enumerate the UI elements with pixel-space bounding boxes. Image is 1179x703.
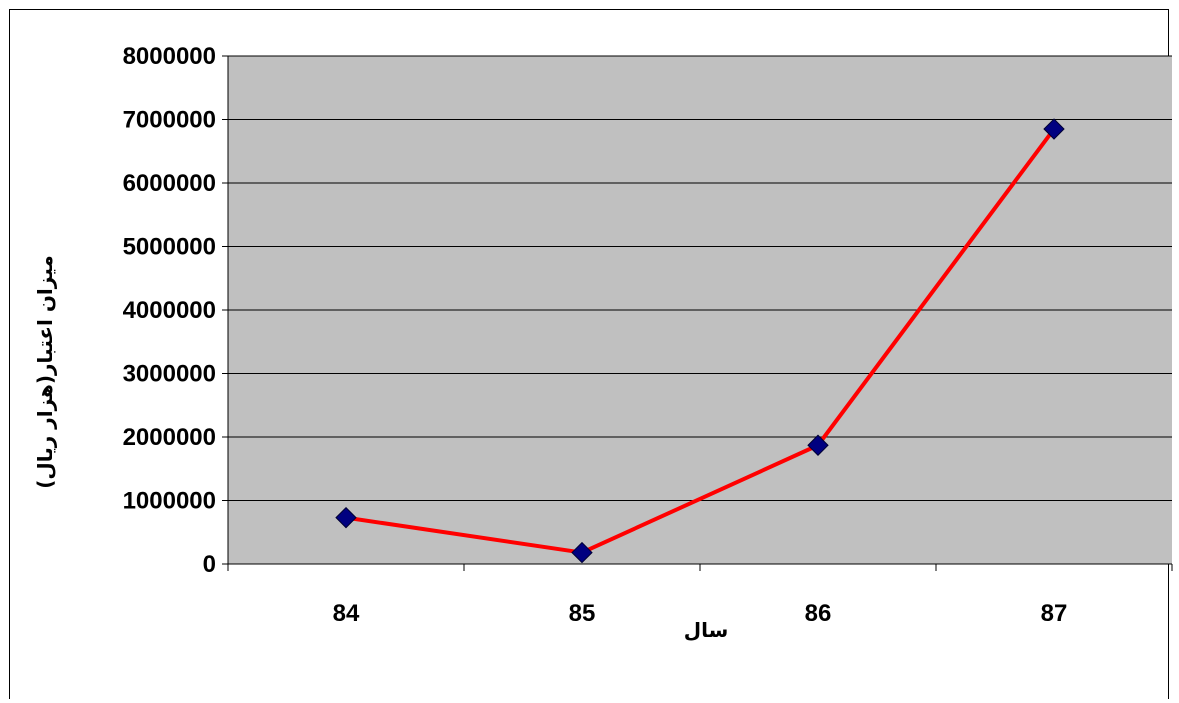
y-tick-label: 8000000 — [123, 43, 216, 70]
data-point-marker — [1043, 118, 1065, 140]
series-markers — [335, 118, 1065, 564]
data-point-marker — [807, 434, 829, 456]
axes — [222, 55, 1173, 571]
x-tick-label: 84 — [333, 600, 360, 627]
y-tick-label: 1000000 — [123, 488, 216, 515]
x-tick-labels: 84 85 86 87 — [333, 600, 1068, 627]
y-tick-labels: 0 1000000 2000000 3000000 4000000 5000000 6000… — [123, 43, 216, 578]
y-tick-label: 5000000 — [123, 234, 216, 261]
series-line-path — [345, 127, 1056, 555]
data-point-marker — [571, 541, 593, 564]
x-axis-title: سال — [684, 618, 729, 642]
y-tick-label: 2000000 — [123, 424, 216, 451]
y-tick-label: 6000000 — [123, 170, 216, 197]
x-tick-label: 85 — [569, 600, 596, 627]
y-tick-label: 7000000 — [123, 107, 216, 134]
y-tick-label: 0 — [203, 551, 216, 578]
y-tick-label: 3000000 — [123, 361, 216, 388]
y-tick-label: 4000000 — [123, 297, 216, 324]
data-point-marker — [335, 506, 357, 529]
x-tick-label: 86 — [805, 600, 832, 627]
x-tick-label: 87 — [1041, 600, 1068, 627]
series-line — [345, 127, 1056, 555]
y-axis-title: میزان اعتبار(هزار ریال) — [33, 255, 57, 489]
